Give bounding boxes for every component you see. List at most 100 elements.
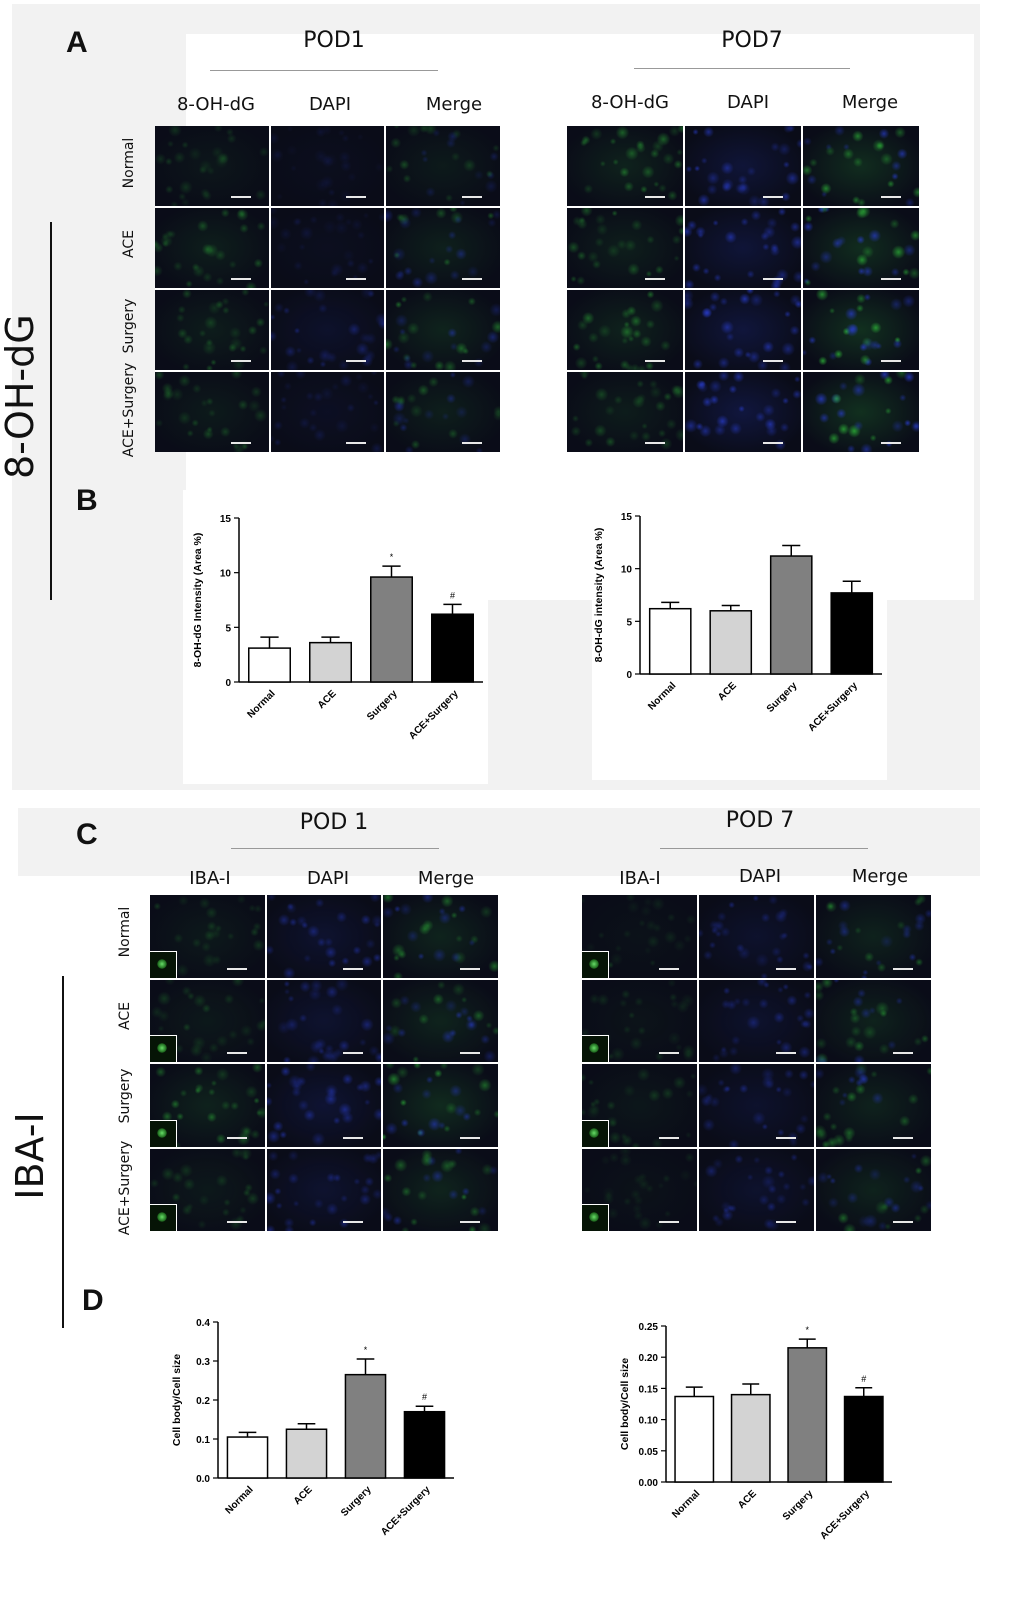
- y-tick-label: 0.1: [196, 1435, 210, 1446]
- pod-title-c1: POD 1: [299, 810, 369, 835]
- micrograph-tile: [685, 372, 801, 452]
- micrograph-tile: [155, 372, 269, 452]
- scale-bar: [659, 1136, 679, 1139]
- bar: [830, 592, 874, 675]
- col-label-a1-3: Merge: [425, 94, 483, 115]
- micrograph-tile: [567, 208, 683, 288]
- scale-bar: [881, 442, 901, 444]
- col-label-a1-1: 8-OH-dG: [176, 94, 256, 115]
- scale-bar: [893, 1136, 913, 1139]
- pod-rule-a1: [210, 70, 438, 71]
- micrograph-tile: [155, 208, 269, 288]
- micrograph-tile: [803, 372, 919, 452]
- chart-d-pod7: 0.00 0.05 0.10 0.15 0.20 0.25 Cell body/Cell s…: [619, 1322, 892, 1542]
- scale-bar: [763, 196, 783, 198]
- bar: [787, 1347, 828, 1483]
- significance-marker: *: [805, 1325, 809, 1335]
- scale-bar: [226, 1052, 247, 1054]
- x-tick-label: ACE: [316, 688, 339, 711]
- micrograph-tile: [567, 290, 683, 370]
- x-tick-label: ACE+Surgery: [379, 1484, 433, 1538]
- pod-title-a2: POD7: [721, 28, 783, 53]
- y-axis-label: 8-OH-dG intensity (Area %): [593, 528, 605, 663]
- y-tick-label: 15: [621, 512, 633, 523]
- micrograph-tile: [386, 372, 500, 452]
- micrograph-tile: [816, 1148, 931, 1231]
- micrograph-tile: [386, 290, 500, 370]
- scale-bar: [776, 1136, 796, 1139]
- scale-bar: [659, 967, 679, 970]
- panel-letter-a: A: [66, 26, 88, 59]
- y-tick-label: 0.05: [639, 1447, 659, 1458]
- magnified-inset: [582, 1204, 609, 1231]
- y-tick-label: 10: [621, 565, 633, 576]
- significance-marker: *: [364, 1345, 368, 1355]
- y-tick-label: 0.4: [196, 1318, 210, 1329]
- bar: [709, 610, 753, 675]
- y-tick-label: 5: [225, 623, 231, 634]
- col-label-a2-3: Merge: [841, 92, 899, 113]
- magnified-inset: [582, 1035, 609, 1062]
- micrograph-tile: [582, 1064, 697, 1147]
- col-label-c2-2: DAPI: [738, 866, 782, 887]
- micrograph-tile: [270, 290, 385, 370]
- scale-bar: [645, 278, 665, 280]
- side-label-iba-i: IBA-I: [8, 1112, 52, 1200]
- y-tick-label: 10: [220, 569, 232, 580]
- bar: [226, 1436, 269, 1479]
- scale-bar: [230, 360, 251, 362]
- row-label-c-surgery: Surgery: [117, 1068, 133, 1124]
- scale-bar: [881, 278, 901, 280]
- bar: [248, 647, 291, 683]
- bar: [403, 1410, 446, 1479]
- y-tick-label: 0: [225, 678, 231, 689]
- chart-b-pod1: 0 5 10 15 8-OH-dG Intensity (Area %) Normal AC…: [192, 514, 483, 742]
- scale-bar: [763, 278, 783, 280]
- micrograph-grid-a-pod1: [155, 126, 500, 452]
- y-tick-label: 0: [626, 670, 632, 681]
- scale-bar: [226, 1136, 247, 1139]
- scale-bar: [881, 196, 901, 198]
- significance-marker: #: [450, 590, 455, 600]
- y-tick-label: 0.00: [639, 1478, 659, 1489]
- scale-bar: [893, 967, 913, 970]
- micrograph-tile: [266, 1064, 382, 1147]
- x-tick-label: ACE+Surgery: [407, 688, 461, 742]
- micrograph-tile: [582, 1148, 697, 1231]
- row-label-a-ace-surgery: ACE+Surgery: [121, 362, 137, 458]
- bar: [370, 576, 413, 683]
- x-tick-label: Normal: [646, 680, 678, 712]
- micrograph-grid-c-pod1: [150, 895, 498, 1231]
- micrograph-tile: [567, 372, 683, 452]
- y-tick-label: 0.0: [196, 1474, 210, 1485]
- scale-bar: [461, 278, 482, 280]
- micrograph-tile: [386, 126, 500, 206]
- magnified-inset: [150, 1035, 177, 1062]
- micrograph-grid-c-pod7: [582, 895, 931, 1231]
- scale-bar: [763, 360, 783, 362]
- row-label-c-ace: ACE: [117, 1002, 133, 1030]
- bar: [309, 641, 352, 683]
- col-label-a2-1: 8-OH-dG: [590, 92, 670, 113]
- scale-bar: [893, 1221, 913, 1223]
- bar: [431, 613, 474, 683]
- y-axis-label: 8-OH-dG Intensity (Area %): [192, 533, 204, 668]
- bar: [648, 607, 692, 675]
- micrograph-tile: [150, 979, 265, 1062]
- scale-bar: [459, 1221, 480, 1223]
- scale-bar: [645, 442, 665, 444]
- pod-rule-a2: [634, 68, 850, 69]
- scale-bar: [346, 360, 367, 362]
- scale-bar: [659, 1221, 679, 1223]
- scale-bar: [461, 196, 482, 198]
- micrograph-tile: [270, 372, 385, 452]
- y-tick-label: 0.3: [196, 1357, 210, 1368]
- x-tick-label: Normal: [670, 1488, 702, 1520]
- significance-marker: #: [422, 1392, 427, 1402]
- panel-letter-d: D: [82, 1284, 104, 1317]
- col-label-a2-2: DAPI: [726, 92, 770, 113]
- x-tick-label: ACE+Surgery: [806, 680, 860, 734]
- micrograph-tile: [816, 895, 931, 978]
- magnified-inset: [150, 950, 177, 978]
- col-label-c1-3: Merge: [417, 868, 475, 889]
